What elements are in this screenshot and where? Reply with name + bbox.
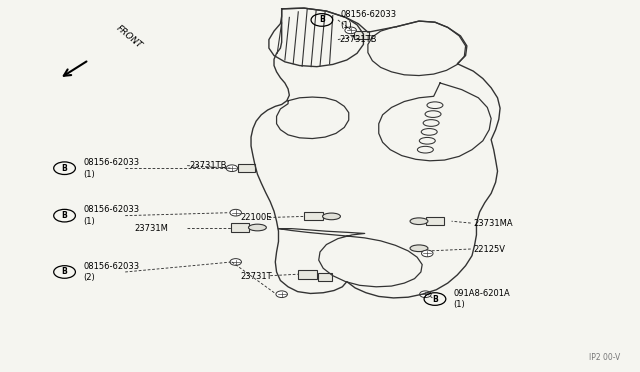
Text: 08156-62033
(1): 08156-62033 (1) bbox=[340, 10, 397, 31]
Text: 08156-62033
(1): 08156-62033 (1) bbox=[83, 205, 140, 226]
Text: 23731M: 23731M bbox=[135, 224, 169, 233]
Text: 08156-62033
(2): 08156-62033 (2) bbox=[83, 262, 140, 282]
Circle shape bbox=[230, 209, 241, 216]
Text: B: B bbox=[61, 164, 67, 173]
Text: 22100E: 22100E bbox=[240, 213, 271, 222]
Ellipse shape bbox=[410, 245, 428, 251]
Circle shape bbox=[226, 165, 237, 171]
Text: B: B bbox=[61, 267, 67, 276]
Text: IP2 00-V: IP2 00-V bbox=[589, 353, 620, 362]
FancyBboxPatch shape bbox=[298, 270, 317, 279]
Ellipse shape bbox=[410, 218, 428, 225]
Text: B: B bbox=[61, 211, 67, 220]
Text: 23731TB: 23731TB bbox=[189, 161, 227, 170]
Text: 23731TB: 23731TB bbox=[339, 35, 377, 44]
Text: FRONT: FRONT bbox=[115, 24, 144, 51]
Text: 22125V: 22125V bbox=[473, 245, 505, 254]
Circle shape bbox=[345, 27, 356, 34]
Text: 23731T: 23731T bbox=[240, 272, 272, 281]
Circle shape bbox=[230, 259, 241, 265]
Text: 23731MA: 23731MA bbox=[473, 219, 513, 228]
FancyBboxPatch shape bbox=[238, 164, 255, 172]
FancyBboxPatch shape bbox=[231, 224, 249, 232]
Ellipse shape bbox=[323, 213, 340, 220]
FancyBboxPatch shape bbox=[354, 31, 369, 39]
Circle shape bbox=[420, 291, 431, 298]
FancyBboxPatch shape bbox=[426, 217, 444, 225]
Text: B: B bbox=[319, 16, 324, 25]
Text: 091A8-6201A
(1): 091A8-6201A (1) bbox=[454, 289, 510, 310]
FancyBboxPatch shape bbox=[304, 212, 323, 221]
FancyBboxPatch shape bbox=[318, 273, 332, 280]
Circle shape bbox=[422, 250, 433, 257]
Ellipse shape bbox=[248, 224, 266, 231]
Text: 08156-62033
(1): 08156-62033 (1) bbox=[83, 158, 140, 179]
Circle shape bbox=[276, 291, 287, 298]
Text: B: B bbox=[432, 295, 438, 304]
